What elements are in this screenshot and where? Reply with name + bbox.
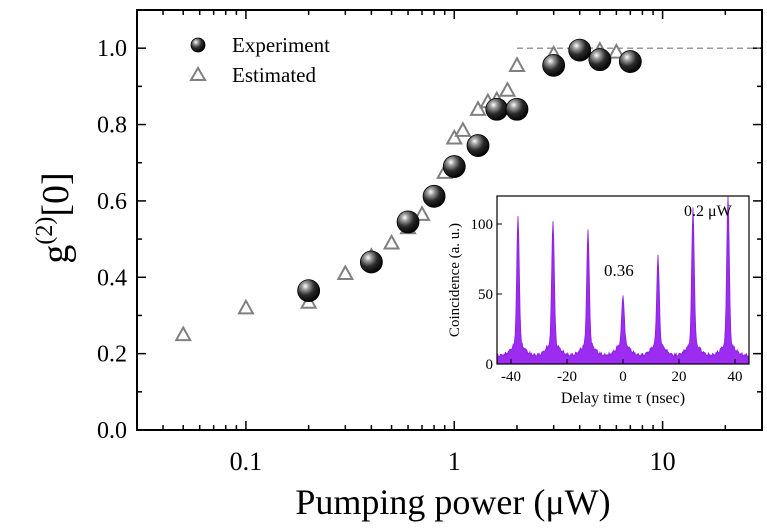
y-axis-label-g: g (35, 245, 77, 264)
y-axis-label: g(2)[0] (32, 172, 77, 263)
experiment-point (442, 155, 466, 178)
y-axis-label-superscript: (2) (32, 217, 58, 245)
estimated-point (508, 56, 526, 72)
legend-label-experiment: Experiment (232, 33, 330, 57)
y-tick-label: 1.0 (97, 36, 127, 62)
x-tick-label: 1 (448, 447, 461, 476)
estimated-point (413, 205, 431, 221)
estimated-point (174, 325, 192, 342)
experiment-point (505, 97, 529, 121)
experiment-point (422, 184, 446, 208)
legend-marker-experiment (190, 37, 206, 53)
experiment-point (485, 97, 509, 121)
inset-g2-annotation: 0.36 (604, 261, 634, 280)
experiment-point (618, 50, 642, 73)
x-axis-label: Pumping power (μW) (295, 482, 610, 522)
legend-marker-estimated (189, 66, 207, 81)
y-tick-label: 0.6 (97, 189, 127, 215)
estimated-point (336, 264, 355, 281)
inset-y-tick-label: 50 (478, 287, 493, 303)
estimated-point (382, 233, 401, 250)
legend-label-estimated: Estimated (232, 63, 316, 87)
y-axis-tick-labels: 0.0 0.2 0.4 0.6 0.8 1.0 (97, 36, 127, 444)
estimated-point (454, 121, 472, 137)
y-axis-label-bracket: [0] (35, 172, 77, 216)
y-tick-label: 0.0 (97, 418, 127, 444)
inset-x-tick-label: 0 (619, 369, 627, 385)
experiment-point (568, 38, 592, 62)
inset-y-tick-label: 100 (471, 217, 494, 233)
inset-x-tick-label: 40 (728, 369, 743, 385)
inset-y-ticks: 0 50 100 (471, 217, 502, 373)
estimated-point (607, 42, 626, 59)
inset-histogram-area (497, 196, 749, 364)
experiment-point (588, 48, 612, 72)
plot-frame (136, 9, 763, 431)
estimated-point (469, 100, 487, 116)
y-tick-label: 0.8 (97, 113, 127, 139)
inset-x-ticks: -40 -20 0 20 40 (501, 359, 743, 385)
y-tick-label: 0.4 (97, 265, 127, 291)
series-experiment (297, 38, 642, 303)
x-axis-tick-labels: 0.1 1 10 (230, 447, 676, 476)
inset-x-axis-label: Delay time τ (nsec) (561, 390, 685, 407)
experiment-point (466, 134, 490, 157)
inset-histogram-outline (496, 195, 750, 358)
x-tick-label: 10 (650, 447, 676, 476)
inset-x-tick-label: -40 (501, 369, 521, 385)
estimated-point (498, 81, 517, 97)
x-tick-label: 0.1 (230, 447, 263, 476)
experiment-point (359, 250, 383, 274)
y-tick-label: 0.2 (97, 342, 127, 368)
inset-x-tick-label: -20 (557, 369, 577, 385)
experiment-point (542, 53, 566, 77)
experiment-point (297, 279, 321, 303)
experiment-point (396, 210, 420, 234)
x-axis-ticks (136, 10, 763, 430)
inset-coincidence-histogram: -40 -20 0 20 40 0 50 100 Delay time τ (nsec) C… (447, 195, 750, 407)
inset-x-tick-label: 20 (672, 369, 687, 385)
y-axis-ticks (137, 9, 762, 431)
inset-power-annotation: 0.2 μW (684, 203, 733, 220)
inset-y-axis-label: Coincidence (a. u.) (447, 223, 463, 337)
estimated-point (445, 128, 463, 145)
legend: Experiment Estimated (189, 33, 330, 87)
inset-y-tick-label: 0 (486, 357, 494, 373)
estimated-point (237, 298, 255, 315)
